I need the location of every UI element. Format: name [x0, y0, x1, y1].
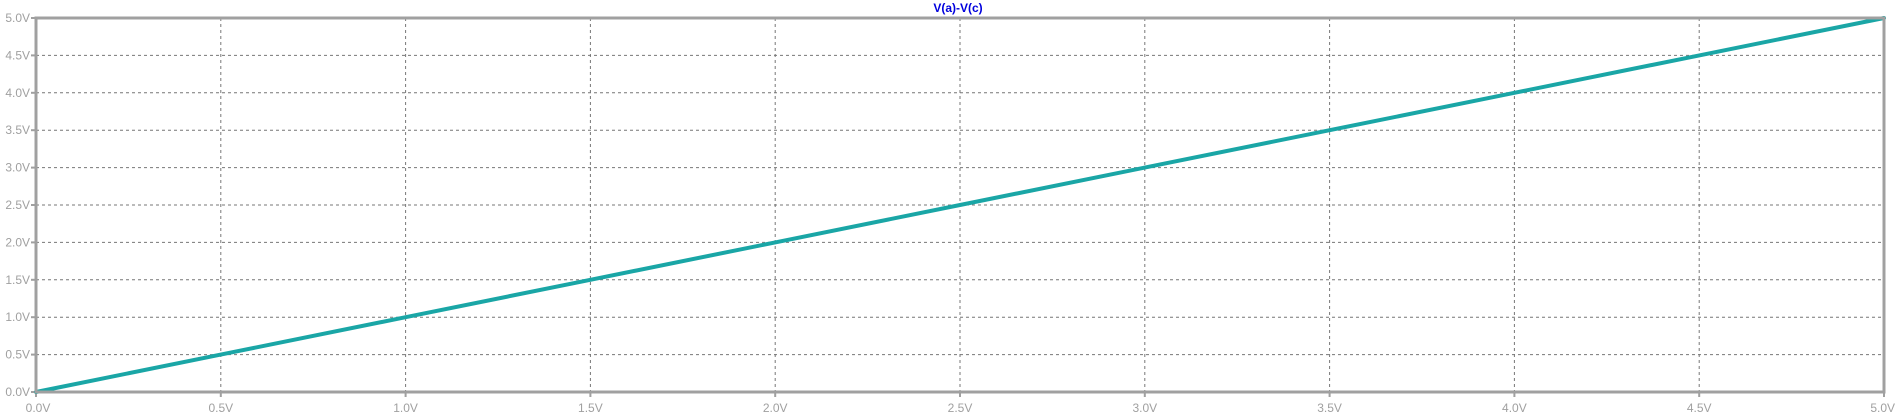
- x-tick-label: 4.5V: [1687, 401, 1712, 415]
- y-tick-label: 2.0V: [5, 235, 30, 249]
- x-tick-label: 0.0V: [26, 401, 51, 415]
- x-tick-label: 1.0V: [393, 401, 418, 415]
- y-tick-label: 4.5V: [5, 48, 30, 62]
- y-tick-label: 5.0V: [5, 11, 30, 25]
- y-tick-label: 2.5V: [5, 198, 30, 212]
- plot-frame: [34, 16, 1886, 394]
- y-tick-label: 1.0V: [5, 310, 30, 324]
- x-tick-label: 1.5V: [578, 401, 603, 415]
- x-tick-label: 4.0V: [1502, 401, 1527, 415]
- y-tick-label: 4.0V: [5, 86, 30, 100]
- chart-title: V(a)-V(c): [933, 1, 982, 15]
- y-tick-label: 3.5V: [5, 123, 30, 137]
- series-line: [34, 16, 1886, 394]
- x-tick-label: 3.0V: [1132, 401, 1157, 415]
- y-tick-label: 0.5V: [5, 348, 30, 362]
- label-layer: 0.0V 0.5V 1.0V 1.5V 2.0V 2.5V 3.0V 3.5V 4.0V 4.5V…: [5, 11, 1895, 415]
- x-tick-label: 5.0V: [1870, 401, 1895, 415]
- y-tick-label: 0.0V: [5, 385, 30, 399]
- y-tick-label: 3.0V: [5, 161, 30, 175]
- x-tick-label: 3.5V: [1317, 401, 1342, 415]
- y-tick-label: 1.5V: [5, 273, 30, 287]
- x-tick-label: 0.5V: [208, 401, 233, 415]
- x-tick-label: 2.5V: [948, 401, 973, 415]
- series-layer: [34, 16, 1886, 394]
- grid-layer: [31, 17, 1885, 397]
- x-tick-label: 2.0V: [763, 401, 788, 415]
